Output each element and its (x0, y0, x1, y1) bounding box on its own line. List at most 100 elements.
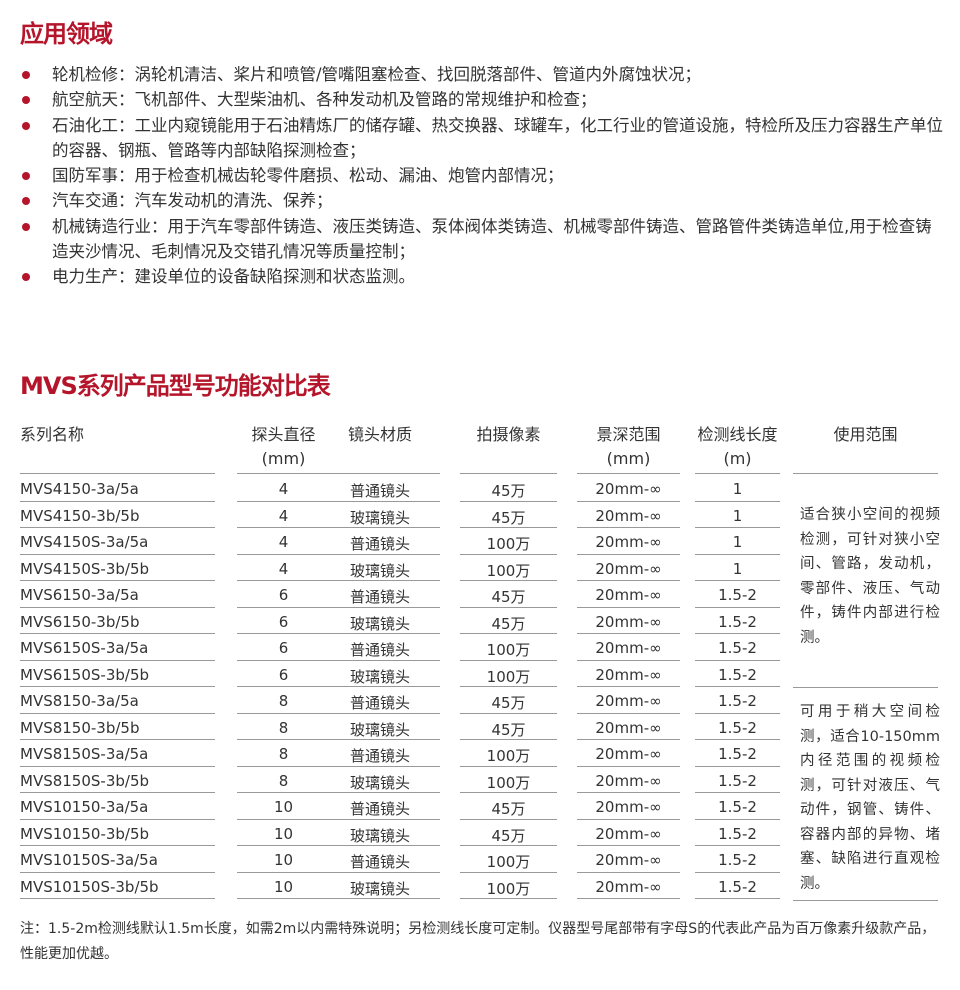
table-note: 注：1.5-2m检测线默认1.5m长度，如需2m以内需特殊说明；另检测线长度可定… (20, 921, 936, 962)
table-cell: 100万 (486, 561, 531, 580)
table-cell: 普通镜头 (349, 747, 410, 765)
table-cell: 45万 (491, 508, 526, 527)
divider (695, 871, 780, 873)
divider (320, 845, 440, 846)
application-item: 电力生产：建设单位的设备缺陷探测和状态监测。 (22, 264, 947, 289)
table-cell: 20mm-∞ (595, 851, 662, 869)
bullet-icon (22, 222, 30, 231)
divider (460, 633, 557, 634)
section-title-comparison: MVS系列产品型号功能对比表 (20, 372, 331, 400)
application-item: 汽车交通：汽车发动机的清洗、保养； (22, 188, 947, 213)
application-item: 石油化工：工业内窥镜能用于石油精炼厂的储存罐、热交换器、球罐车，化工行业的管道设… (22, 113, 947, 164)
column-header: 系列名称 (20, 425, 85, 444)
table-cell: MVS4150S-3b/5b (20, 559, 150, 578)
table-cell: 20mm-∞ (595, 533, 662, 551)
divider (695, 606, 780, 608)
divider (20, 686, 215, 687)
divider (577, 633, 680, 634)
table-cell: 20mm-∞ (595, 639, 662, 657)
divider (237, 792, 330, 793)
divider (20, 659, 215, 661)
divider (695, 898, 780, 899)
divider (237, 712, 330, 714)
table-cell: MVS8150-3a/5a (20, 692, 139, 710)
divider (577, 739, 680, 740)
divider (320, 606, 440, 608)
divider (460, 686, 557, 687)
table-cell: 1.5-2 (718, 798, 757, 816)
table-cell: MVS6150-3a/5a (20, 586, 139, 604)
table-cell: 8 (278, 771, 289, 790)
divider (577, 871, 680, 873)
divider (460, 818, 557, 820)
divider (460, 527, 557, 528)
divider (237, 845, 330, 846)
divider (320, 580, 440, 581)
table-cell: 100万 (486, 747, 531, 765)
section-title-applications: 应用领域 (20, 20, 113, 48)
divider (793, 900, 938, 901)
bullet-icon (22, 273, 30, 282)
table-cell: 1.5-2 (718, 665, 757, 684)
table-cell: 8 (278, 745, 289, 763)
divider (20, 580, 215, 581)
table-cell: 普通镜头 (349, 800, 410, 818)
divider (695, 739, 780, 740)
divider (695, 633, 780, 634)
divider (237, 659, 330, 661)
table-cell: 普通镜头 (349, 535, 410, 553)
table-cell: 1.5-2 (718, 612, 757, 631)
divider (577, 580, 680, 581)
table-cell: 6 (278, 586, 289, 604)
table-cell: 玻璃镜头 (349, 720, 410, 739)
divider (237, 633, 330, 634)
table-cell: 20mm-∞ (595, 506, 662, 525)
application-item: 国防军事：用于检查机械齿轮零件磨损、松动、漏油、炮管内部情况； (22, 163, 947, 188)
divider (460, 580, 557, 581)
divider (237, 765, 330, 767)
table-cell: 普通镜头 (349, 641, 410, 659)
divider (320, 553, 440, 555)
divider (695, 792, 780, 793)
divider (577, 686, 680, 687)
table-cell: 4 (278, 533, 289, 551)
table-cell: 100万 (486, 641, 531, 659)
table-cell: 普通镜头 (349, 588, 410, 606)
divider (695, 765, 780, 767)
divider (460, 659, 557, 661)
table-cell: 45万 (491, 694, 526, 712)
divider (460, 765, 557, 767)
divider (460, 845, 557, 846)
table-cell: 8 (278, 692, 289, 710)
table-cell: 玻璃镜头 (349, 508, 410, 527)
table-cell: 6 (278, 665, 289, 684)
application-text: 汽车交通：汽车发动机的清洗、保养； (52, 191, 333, 211)
divider (695, 580, 780, 581)
divider (460, 792, 557, 793)
bullet-icon (22, 121, 30, 130)
divider (460, 739, 557, 740)
divider (237, 606, 330, 608)
divider (237, 898, 330, 899)
divider (577, 712, 680, 714)
divider (320, 765, 440, 767)
divider (695, 712, 780, 714)
column-header: 景深范围 (596, 425, 661, 444)
divider (695, 500, 780, 502)
table-cell: 20mm-∞ (595, 718, 662, 737)
divider (320, 871, 440, 873)
table-cell: 4 (278, 559, 289, 578)
table-cell: MVS6150S-3b/5b (20, 665, 150, 684)
divider (460, 712, 557, 714)
divider (460, 553, 557, 555)
divider (20, 633, 215, 634)
table-cell: 1.5-2 (718, 824, 757, 843)
divider (695, 818, 780, 820)
table-cell: 45万 (491, 614, 526, 633)
divider (237, 818, 330, 820)
application-item: 机械铸造行业：用于汽车零部件铸造、液压类铸造、泵体阀体类铸造、机械零部件铸造、管… (22, 214, 947, 265)
table-cell: 玻璃镜头 (349, 614, 410, 633)
application-text: 石油化工：工业内窥镜能用于石油精炼厂的储存罐、热交换器、球罐车，化工行业的管道设… (52, 115, 943, 160)
table-cell: MVS10150-3a/5a (20, 798, 149, 816)
divider (237, 686, 330, 687)
